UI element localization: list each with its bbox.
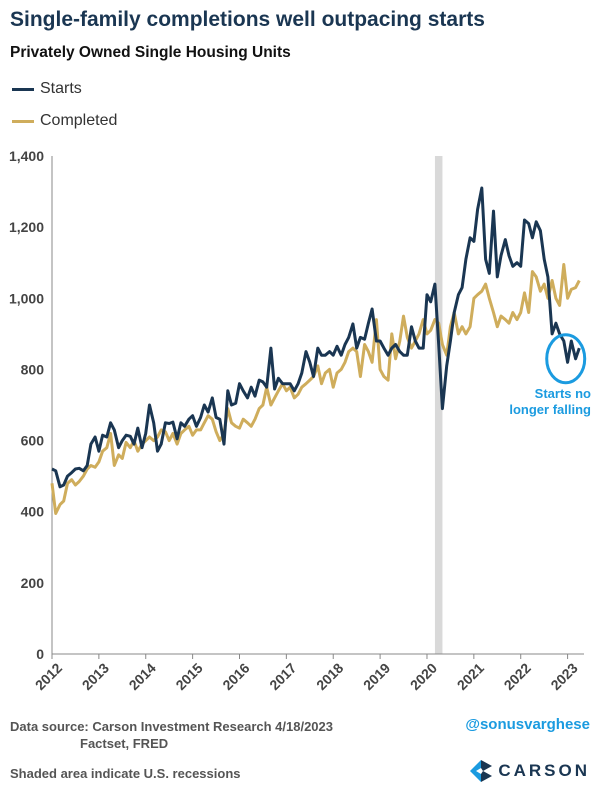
recession-note: Shaded area indicate U.S. recessions xyxy=(10,766,241,781)
legend-starts-swatch xyxy=(12,87,34,91)
annotation-text-line1: Starts no xyxy=(535,386,591,401)
y-tick-label: 400 xyxy=(21,504,45,520)
x-tick-label: 2019 xyxy=(360,660,393,693)
legend-completed-swatch xyxy=(12,119,34,123)
data-source-line2: Factset, FRED xyxy=(80,736,169,751)
author-handle[interactable]: @sonusvarghese xyxy=(465,716,590,733)
legend-completed-label: Completed xyxy=(40,112,118,129)
y-tick-label: 800 xyxy=(21,361,45,377)
x-tick-label: 2021 xyxy=(454,660,487,693)
x-tick-label: 2017 xyxy=(266,660,299,693)
x-tick-label: 2012 xyxy=(32,660,65,693)
annotation-text-line2: longer falling xyxy=(509,402,591,417)
annotation-circle xyxy=(545,333,587,385)
y-tick-label: 0 xyxy=(36,646,44,662)
chart-title: Single-family completions well outpacing… xyxy=(10,8,485,31)
chart-subtitle: Privately Owned Single Housing Units xyxy=(10,44,291,61)
x-tick-label: 2018 xyxy=(313,660,346,693)
x-tick-label: 2014 xyxy=(126,660,159,693)
x-tick-label: 2016 xyxy=(219,660,252,693)
x-tick-label: 2015 xyxy=(172,660,205,693)
x-tick-label: 2020 xyxy=(407,660,440,693)
carson-logo: CARSON xyxy=(470,758,590,784)
y-tick-label: 1,200 xyxy=(9,219,44,235)
y-tick-label: 1,400 xyxy=(9,148,44,164)
y-tick-label: 1,000 xyxy=(9,290,44,306)
y-tick-label: 600 xyxy=(21,433,45,449)
x-tick-label: 2013 xyxy=(79,660,112,693)
data-source-line1: Data source: Carson Investment Research … xyxy=(10,719,333,734)
recession-band xyxy=(434,156,443,654)
carson-logo-text: CARSON xyxy=(498,761,590,780)
carson-logo-icon xyxy=(470,760,493,782)
legend-starts-label: Starts xyxy=(40,80,82,97)
legend-completed: Completed xyxy=(12,112,117,130)
x-tick-label: 2023 xyxy=(547,660,580,693)
x-tick-label: 2022 xyxy=(501,660,534,693)
y-tick-label: 200 xyxy=(21,575,45,591)
series-line-completed xyxy=(50,263,581,515)
series-line-starts xyxy=(51,186,581,489)
line-chart: 0 200 400 600 800 1,000 1,200 1,400 2012 2013 2014… xyxy=(9,148,591,693)
legend-starts: Starts xyxy=(12,80,82,98)
